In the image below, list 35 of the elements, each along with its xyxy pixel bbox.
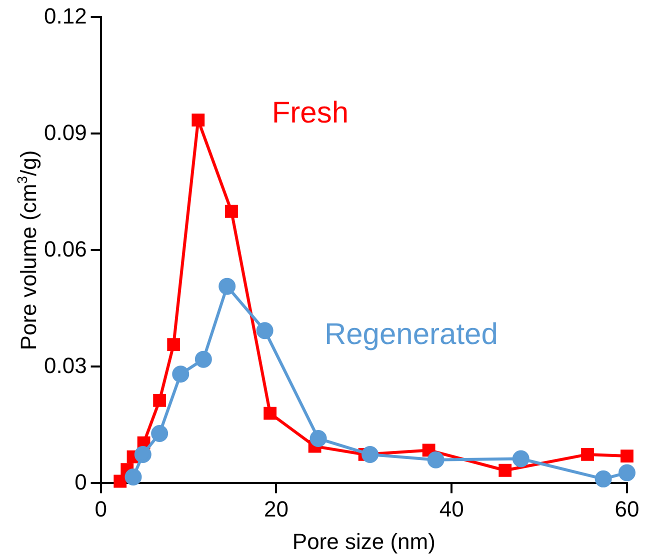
point <box>153 394 166 407</box>
x-tick-label: 0 <box>94 496 107 522</box>
y-tick-label: 0.03 <box>44 352 87 378</box>
point <box>194 350 212 368</box>
y-tick-label: 0.12 <box>44 3 87 28</box>
point <box>256 322 274 340</box>
point <box>581 448 594 461</box>
point <box>427 451 444 468</box>
point <box>264 406 277 420</box>
y-tick-label: 0.06 <box>44 236 87 262</box>
text: Fresh <box>272 96 349 130</box>
point <box>114 474 127 488</box>
x-tick-label: 20 <box>264 496 288 522</box>
point <box>134 446 152 463</box>
point <box>218 278 236 295</box>
point <box>192 114 205 127</box>
y-tick-label: 0 <box>74 469 87 494</box>
point <box>512 450 530 468</box>
point <box>151 424 168 442</box>
point <box>618 464 636 482</box>
y-axis-title: Pore volume (cm3/g) <box>14 150 41 350</box>
x-tick-label: 60 <box>614 496 640 522</box>
point <box>225 204 238 218</box>
point <box>594 470 612 488</box>
point <box>620 450 634 462</box>
x-tick-label: 40 <box>439 496 464 522</box>
point <box>310 430 327 448</box>
point <box>167 338 180 352</box>
series-label: Regenerated <box>324 318 498 351</box>
point <box>498 464 512 477</box>
point <box>172 366 190 383</box>
x-axis-title: Pore size (nm) <box>292 528 436 554</box>
y-tick-label: 0.09 <box>44 120 87 145</box>
point <box>362 446 379 463</box>
point <box>124 468 142 486</box>
